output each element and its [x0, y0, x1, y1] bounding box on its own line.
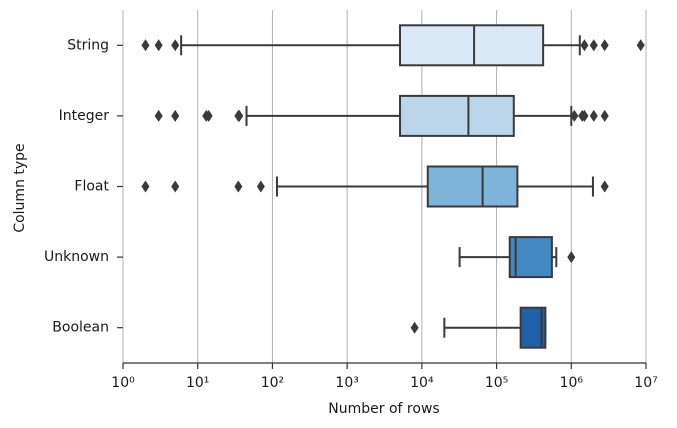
flier — [600, 180, 609, 193]
box — [426, 165, 519, 208]
flier — [580, 109, 589, 122]
flier — [204, 109, 213, 122]
box — [508, 236, 553, 279]
x-axis-label: Number of rows — [328, 401, 439, 417]
flier — [171, 180, 180, 193]
flier — [234, 180, 243, 193]
flier — [580, 39, 589, 52]
box — [399, 94, 515, 137]
flier — [600, 109, 609, 122]
y-tick-label: Boolean — [52, 320, 109, 336]
x-tick-label: 10⁰ — [111, 375, 135, 391]
y-tick-label: Unknown — [44, 249, 109, 265]
x-tick-label: 10⁶ — [560, 375, 584, 391]
flier — [570, 109, 579, 122]
flier — [141, 180, 150, 193]
flier — [154, 39, 163, 52]
flier — [154, 109, 163, 122]
y-axis-label: Column type — [12, 143, 28, 232]
box — [399, 24, 545, 67]
flier — [171, 109, 180, 122]
flier — [567, 251, 576, 264]
y-tick-label: String — [67, 37, 109, 53]
flier — [600, 39, 609, 52]
flier — [410, 321, 419, 334]
y-tick-label: Integer — [59, 108, 110, 124]
y-tick-label: Float — [74, 179, 109, 195]
flier — [589, 39, 598, 52]
flier — [589, 109, 598, 122]
x-tick-label: 10⁷ — [634, 375, 657, 391]
flier — [171, 39, 180, 52]
x-tick-label: 10⁵ — [485, 375, 508, 391]
x-tick-label: 10¹ — [186, 375, 209, 391]
flier — [256, 180, 265, 193]
x-tick-label: 10⁴ — [410, 375, 434, 391]
flier — [636, 39, 645, 52]
flier — [141, 39, 150, 52]
flier — [235, 109, 244, 122]
x-tick-label: 10³ — [335, 375, 358, 391]
x-tick-label: 10² — [261, 375, 284, 391]
